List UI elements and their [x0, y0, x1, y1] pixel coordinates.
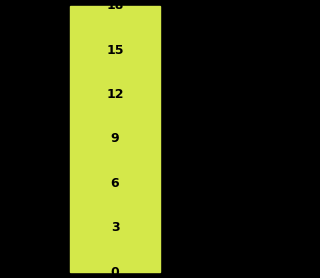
- Text: 6: 6: [111, 177, 119, 190]
- Text: 12: 12: [106, 88, 124, 101]
- FancyBboxPatch shape: [70, 6, 160, 272]
- Text: 18: 18: [106, 0, 124, 12]
- Text: 9: 9: [111, 133, 119, 145]
- Text: 15: 15: [106, 44, 124, 56]
- Text: 3: 3: [111, 222, 119, 234]
- Text: 0: 0: [111, 266, 119, 278]
